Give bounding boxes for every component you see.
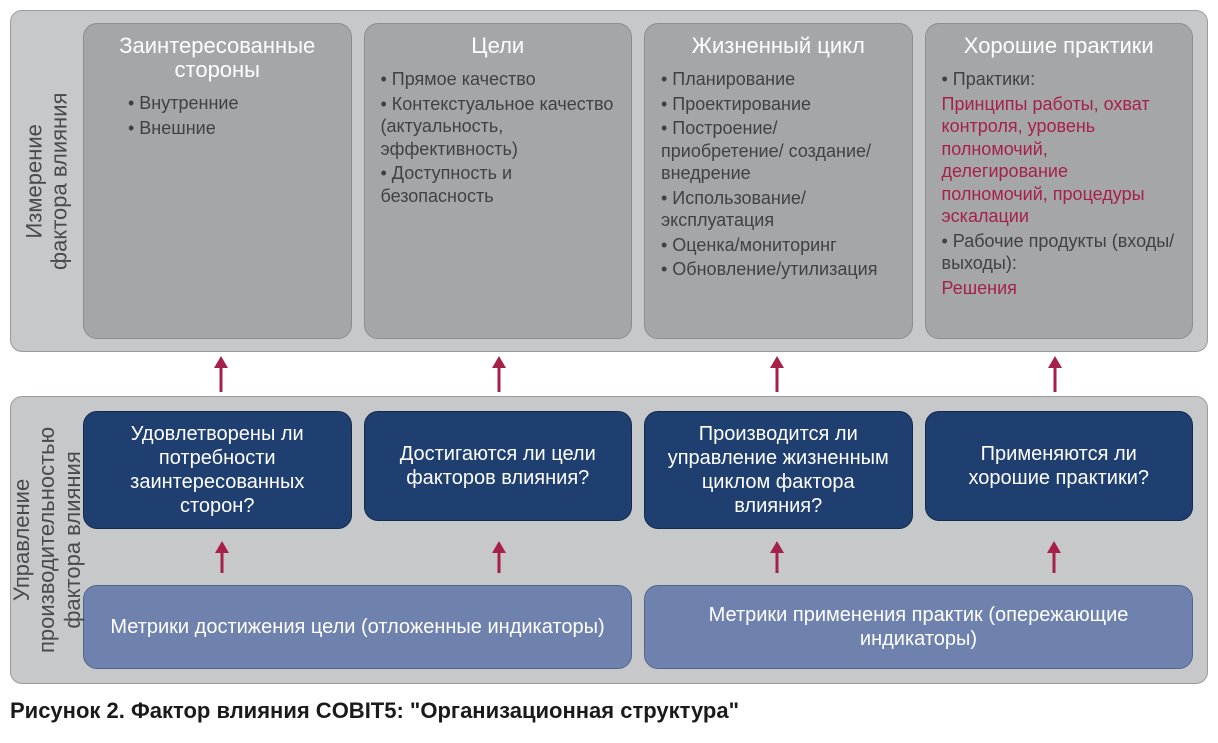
bullet-item: • Проектирование (661, 93, 896, 116)
cobit5-enabler-diagram: Измерение фактора влияния Заинтересованн… (10, 10, 1208, 724)
dimension-title: Цели (381, 34, 616, 58)
arrow-up-icon (492, 541, 506, 578)
bullet-item: • Рабочие продукты (входы/выходы): (942, 230, 1177, 275)
highlight-text: Принципы работы, охват контроля, уровень… (942, 93, 1177, 228)
highlight-text: Решения (942, 277, 1177, 300)
bullet-item: • Контекстуальное качество (актуальность… (381, 93, 616, 161)
panel-performance-mgmt: Управление производительностью фактора в… (10, 396, 1208, 684)
question-box: Достигаются ли цели факторов влияния? (364, 411, 633, 521)
side-label-top-line1: Измерение (22, 124, 47, 238)
bullet-item: • Построение/ приобретение/ создание/вне… (661, 117, 896, 185)
figure-caption: Рисунок 2. Фактор влияния COBIT5: "Орган… (10, 698, 1208, 724)
dimension-box: Хорошие практики • Практики:Принципы рабо… (925, 23, 1194, 339)
metric-box: Метрики достижения цели (отложенные инди… (83, 585, 632, 669)
arrow-row-inner (83, 541, 1193, 573)
question-box: Производится ли управление жизненным цик… (644, 411, 913, 529)
arrow-row-outer (10, 356, 1208, 392)
dimension-box: Заинтересованные стороны • Внутренние• Вн… (83, 23, 352, 339)
arrow-up-icon (1048, 356, 1062, 397)
bullet-item: • Обновление/утилизация (661, 258, 896, 281)
dimension-title: Жизненный цикл (661, 34, 896, 58)
side-label-top-line2: фактора влияния (47, 92, 72, 269)
dimension-body: • Внутренние• Внешние (100, 92, 335, 139)
side-label-top: Измерение фактора влияния (11, 23, 83, 339)
metric-box: Метрики применения практик (опережающие … (644, 585, 1193, 669)
dimension-body: • Прямое качество• Контекстуальное качес… (381, 68, 616, 207)
bullet-item: • Прямое качество (381, 68, 616, 91)
bullet-item: • Использование/ эксплуатация (661, 187, 896, 232)
arrow-up-icon (1047, 541, 1061, 578)
bullet-item: • Планирование (661, 68, 896, 91)
side-label-bottom: Управление производительностью фактора в… (11, 411, 83, 669)
bullet-item: • Оценка/мониторинг (661, 234, 896, 257)
dimension-title: Заинтересованные стороны (100, 34, 335, 82)
dimension-box: Цели • Прямое качество• Контекстуальное к… (364, 23, 633, 339)
question-box: Применяются ли хорошие практики? (925, 411, 1194, 521)
side-label-bottom-line3: фактора влияния (60, 451, 85, 628)
bullet-item: • Доступность и безопасность (381, 162, 616, 207)
arrow-up-icon (770, 356, 784, 397)
panel-measurement: Измерение фактора влияния Заинтересованн… (10, 10, 1208, 352)
arrow-up-icon (770, 541, 784, 578)
side-label-bottom-line1: Управление (9, 479, 34, 601)
bullet-item: • Внутренние (128, 92, 335, 115)
side-label-bottom-line2: производительностью (34, 427, 59, 653)
dimension-title: Хорошие практики (942, 34, 1177, 58)
arrow-up-icon (214, 356, 228, 397)
bullet-item: • Внешние (128, 117, 335, 140)
question-box: Удовлетворены ли потребности заинтересов… (83, 411, 352, 529)
dimension-body: • Планирование• Проектирование• Построен… (661, 68, 896, 281)
arrow-up-icon (215, 541, 229, 578)
arrow-up-icon (492, 356, 506, 397)
dimension-body: • Практики:Принципы работы, охват контро… (942, 68, 1177, 299)
bullet-item: • Практики: (942, 68, 1177, 91)
dimension-box: Жизненный цикл • Планирование• Проектиров… (644, 23, 913, 339)
